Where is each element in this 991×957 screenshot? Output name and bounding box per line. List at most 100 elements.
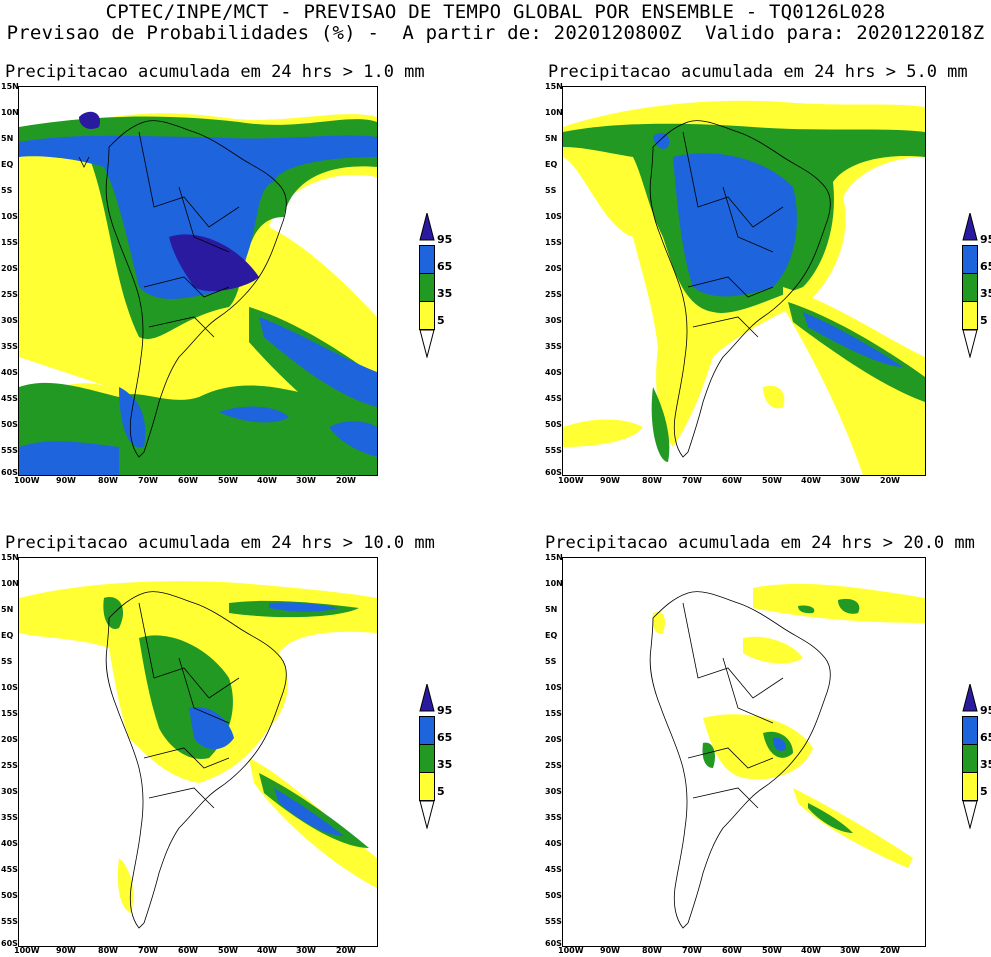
- colorbar-label: 65: [437, 731, 453, 744]
- lon-tick: 90W: [56, 946, 76, 955]
- lat-tick: EQ: [1, 631, 14, 640]
- coastlines: [78, 120, 287, 458]
- lat-tick: 35S: [545, 342, 562, 351]
- colorbar-top-arrow: [962, 682, 978, 712]
- colorbar-10mm: 95 65 35 5: [419, 682, 452, 833]
- lat-tick: 45S: [1, 394, 18, 403]
- colorbar-bottom-arrow: [419, 800, 435, 830]
- chart-title: CPTEC/INPE/MCT - PREVISAO DE TEMPO GLOBA…: [105, 1, 886, 23]
- lat-tick: 10N: [1, 579, 19, 588]
- lon-tick: 20W: [336, 946, 356, 955]
- colorbar-seg-65-95: [419, 245, 435, 274]
- coastlines: [649, 120, 831, 458]
- lon-tick: 30W: [840, 476, 860, 485]
- lon-tick: 60W: [722, 476, 742, 485]
- lat-tick: 30S: [545, 316, 562, 325]
- lat-tick: 10N: [1, 108, 19, 117]
- lat-tick: 60S: [545, 468, 562, 477]
- map-panel-1mm: [18, 86, 378, 476]
- lon-tick: 100W: [558, 946, 584, 955]
- colorbar-label: 65: [980, 731, 991, 744]
- colorbar-label: 95: [437, 704, 453, 717]
- lon-tick: 60W: [722, 946, 742, 955]
- colorbar-label: 65: [980, 260, 991, 273]
- lat-tick: 35S: [545, 813, 562, 822]
- colorbar-seg-5-35: [962, 302, 978, 330]
- colorbar-20mm: 95 65 35 5: [962, 682, 991, 833]
- lon-tick: 90W: [600, 476, 620, 485]
- lat-tick: 10N: [545, 108, 563, 117]
- colorbar-label: 5: [437, 314, 445, 327]
- lat-tick: 10S: [1, 683, 18, 692]
- lon-tick: 50W: [762, 946, 782, 955]
- lat-tick: 40S: [545, 839, 562, 848]
- lat-tick: 5N: [545, 605, 558, 614]
- lon-tick: 40W: [257, 946, 277, 955]
- lon-tick: 60W: [178, 946, 198, 955]
- panel-title-10mm: Precipitacao acumulada em 24 hrs > 10.0 …: [5, 533, 435, 553]
- lat-tick: 25S: [545, 290, 562, 299]
- lat-tick: 5S: [545, 657, 557, 666]
- map-panel-20mm: [562, 557, 926, 947]
- lat-tick: 15N: [1, 82, 19, 91]
- colorbar-label: 95: [980, 704, 991, 717]
- lon-tick: 40W: [801, 946, 821, 955]
- colorbar-label: 95: [980, 233, 991, 246]
- lat-tick: 15N: [1, 553, 19, 562]
- lat-tick: 35S: [1, 342, 18, 351]
- colorbar-seg-65-95: [962, 245, 978, 274]
- lat-tick: 5N: [1, 134, 14, 143]
- lat-tick: 25S: [545, 761, 562, 770]
- colorbar-bottom-arrow: [962, 800, 978, 830]
- lon-tick: 70W: [682, 946, 702, 955]
- precip-fields: [563, 100, 925, 475]
- lat-tick: 20S: [545, 264, 562, 273]
- precip-fields: [19, 581, 377, 913]
- lat-tick: 55S: [1, 446, 18, 455]
- colorbar-bottom-arrow: [962, 329, 978, 359]
- lon-tick: 70W: [138, 476, 158, 485]
- lat-tick: 40S: [545, 368, 562, 377]
- lat-tick: 5N: [1, 605, 14, 614]
- lat-tick: 10S: [545, 683, 562, 692]
- lat-tick: 15S: [1, 709, 18, 718]
- lat-tick: 40S: [1, 839, 18, 848]
- lon-tick: 40W: [257, 476, 277, 485]
- lat-tick: 5S: [1, 657, 13, 666]
- precip-fields: [19, 111, 377, 475]
- lat-tick: 55S: [545, 446, 562, 455]
- colorbar-seg-35-65: [962, 274, 978, 302]
- lat-tick: 10S: [1, 212, 18, 221]
- lat-tick: 25S: [1, 290, 18, 299]
- chart-subtitle: Previsao de Probabilidades (%) - A parti…: [6, 22, 985, 44]
- lat-tick: 15S: [1, 238, 18, 247]
- lat-tick: 55S: [1, 917, 18, 926]
- colorbar-label: 95: [437, 233, 453, 246]
- colorbar-label: 35: [437, 287, 453, 300]
- map-panel-5mm: [562, 86, 926, 476]
- lat-tick: EQ: [1, 160, 14, 169]
- colorbar-seg-35-65: [419, 745, 435, 773]
- lon-tick: 70W: [682, 476, 702, 485]
- lon-tick: 20W: [880, 946, 900, 955]
- lon-tick: 20W: [880, 476, 900, 485]
- lat-tick: 30S: [1, 316, 18, 325]
- lat-tick: 50S: [1, 891, 18, 900]
- colorbar-top-arrow: [419, 682, 435, 712]
- colorbar-label: 5: [980, 785, 988, 798]
- lon-tick: 30W: [296, 946, 316, 955]
- lon-tick: 70W: [138, 946, 158, 955]
- colorbar-label: 5: [980, 314, 988, 327]
- colorbar-label: 35: [980, 758, 991, 771]
- lat-tick: 5S: [545, 186, 557, 195]
- lon-tick: 50W: [762, 476, 782, 485]
- lat-tick: EQ: [545, 160, 558, 169]
- lat-tick: 40S: [1, 368, 18, 377]
- lat-tick: 20S: [1, 735, 18, 744]
- colorbar-top-arrow: [962, 211, 978, 241]
- colorbar-bottom-arrow: [419, 329, 435, 359]
- lat-tick: 50S: [545, 420, 562, 429]
- colorbar-label: 65: [437, 260, 453, 273]
- lon-tick: 100W: [14, 946, 40, 955]
- lat-tick: 15S: [545, 238, 562, 247]
